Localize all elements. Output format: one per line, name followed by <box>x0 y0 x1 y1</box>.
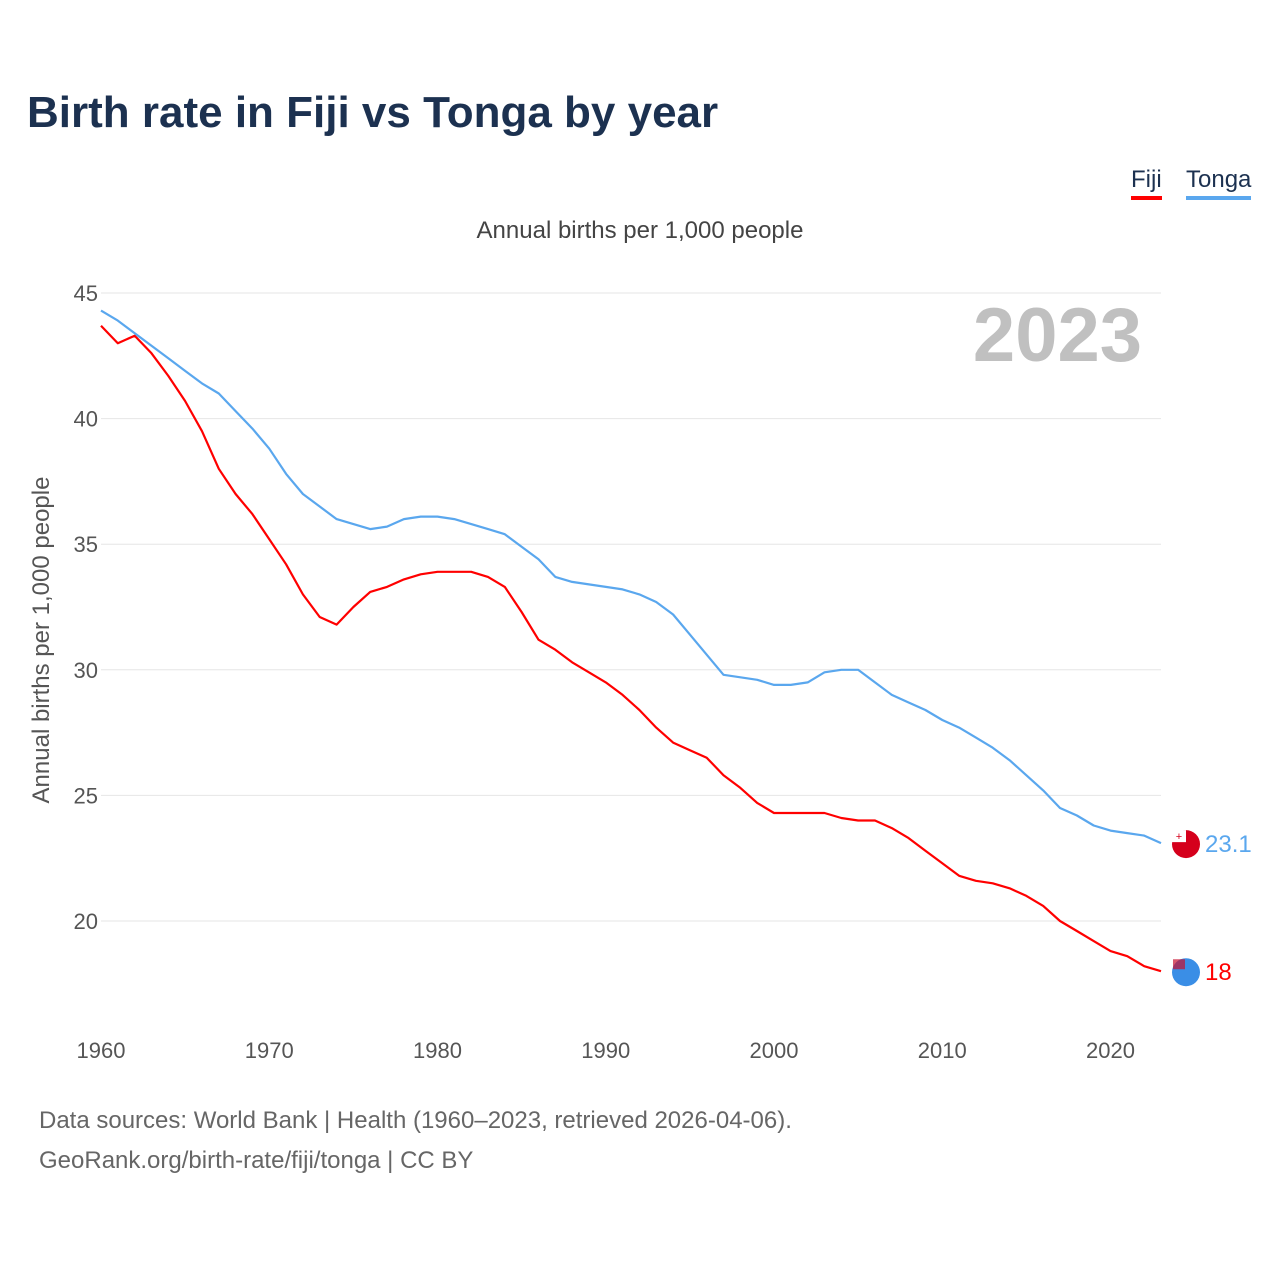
year-label: 2023 <box>972 293 1142 378</box>
x-tick-label: 1990 <box>581 1038 630 1063</box>
x-tick-label: 2000 <box>750 1038 799 1063</box>
y-tick-label: 30 <box>74 658 98 683</box>
y-tick-label: 35 <box>74 532 98 557</box>
end-label-tonga: 23.1 <box>1205 831 1252 858</box>
legend-fiji[interactable]: Fiji <box>1131 166 1162 200</box>
legend-tonga[interactable]: Tonga <box>1186 166 1252 200</box>
x-tick-label: 2010 <box>918 1038 967 1063</box>
x-tick-label: 2020 <box>1086 1038 1135 1063</box>
series-line-tonga <box>100 309 1162 845</box>
x-tick-label: 1960 <box>77 1038 126 1063</box>
x-tick-label: 1970 <box>245 1038 294 1063</box>
x-tick-label: 1980 <box>413 1038 462 1063</box>
flag-canton <box>1173 959 1185 970</box>
chart-title: Birth rate in Fiji vs Tonga by year <box>27 88 719 137</box>
y-tick-label: 40 <box>74 407 98 432</box>
chart-subtitle: Annual births per 1,000 people <box>476 217 804 244</box>
source-link[interactable]: GeoRank.org/birth-rate/fiji/tonga | CC B… <box>39 1147 474 1174</box>
series-line-fiji <box>100 324 1162 973</box>
source-text: Data sources: World Bank | Health (1960–… <box>39 1107 792 1134</box>
y-tick-label: 45 <box>74 281 98 306</box>
y-tick-label: 20 <box>74 909 98 934</box>
flag-cross: + <box>1176 831 1182 843</box>
y-tick-label: 25 <box>74 783 98 808</box>
end-label-fiji: 18 <box>1205 959 1232 986</box>
flag-canton <box>1172 830 1186 843</box>
